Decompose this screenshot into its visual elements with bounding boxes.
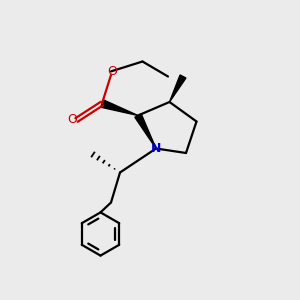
Polygon shape: [135, 114, 156, 148]
Text: N: N: [151, 142, 161, 155]
Polygon shape: [101, 100, 138, 116]
Text: O: O: [67, 113, 77, 126]
Polygon shape: [169, 75, 186, 102]
Text: O: O: [107, 65, 117, 78]
